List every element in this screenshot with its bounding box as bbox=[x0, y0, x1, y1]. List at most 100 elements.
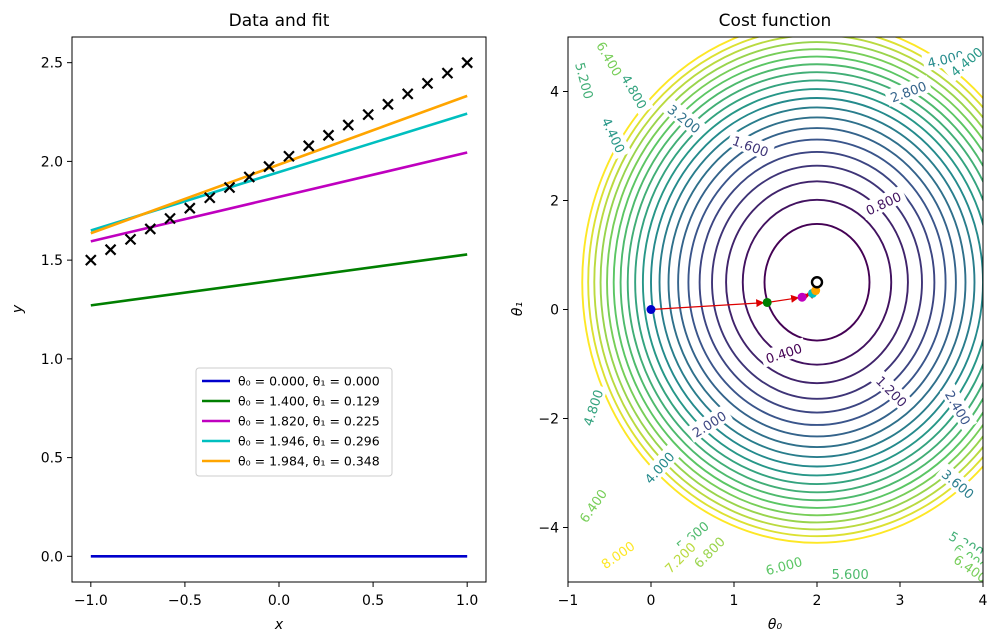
legend-box bbox=[195, 367, 393, 477]
data-point bbox=[322, 129, 335, 142]
data-point bbox=[283, 150, 295, 163]
contour-label-bg bbox=[570, 56, 600, 105]
contour-label-bg bbox=[657, 535, 702, 580]
data-point bbox=[184, 202, 196, 214]
contour-level bbox=[711, 164, 923, 400]
contour-level bbox=[599, 41, 983, 524]
contour-label-bg bbox=[594, 534, 642, 575]
contour-level bbox=[741, 198, 893, 366]
contour-label: 5.200 bbox=[570, 56, 600, 105]
data-point bbox=[362, 108, 374, 121]
contour-label: 6.000 bbox=[759, 551, 808, 580]
contour-label-bg bbox=[572, 481, 613, 529]
x-tick-label: 2 bbox=[813, 593, 822, 609]
y-tick-label: 2.0 bbox=[41, 154, 63, 170]
descent-point bbox=[762, 297, 772, 307]
data-point bbox=[302, 140, 315, 152]
data-point bbox=[461, 56, 473, 69]
x-tick-label: 0.5 bbox=[362, 593, 384, 609]
contour-label-bg bbox=[637, 444, 681, 490]
contour-level bbox=[698, 151, 936, 414]
x-tick-label: −1.0 bbox=[74, 593, 108, 609]
contour-level bbox=[667, 116, 967, 448]
contour-label-bg bbox=[939, 383, 978, 432]
minimum-marker bbox=[810, 276, 824, 289]
contour-label: 4.400 bbox=[596, 110, 632, 160]
contour-level bbox=[581, 37, 983, 544]
contour-level bbox=[658, 106, 976, 458]
x-tick-label: 0.0 bbox=[268, 593, 290, 609]
data-point bbox=[421, 77, 434, 90]
contour-level bbox=[619, 63, 983, 502]
fit-lines bbox=[90, 94, 468, 558]
contour-label: 6.400 bbox=[572, 481, 613, 529]
x-tick-label: 0 bbox=[647, 593, 656, 609]
x-tick-label: −0.5 bbox=[168, 593, 202, 609]
contour-label-bg bbox=[858, 185, 908, 221]
data-point bbox=[203, 191, 216, 204]
contour-level bbox=[650, 97, 983, 468]
data-point bbox=[243, 171, 256, 183]
contour-level bbox=[677, 127, 957, 438]
data-point bbox=[382, 98, 394, 111]
data-point bbox=[223, 181, 236, 194]
right-x-axis-label: θ₀ bbox=[768, 617, 783, 633]
contour-label-bg bbox=[759, 337, 808, 368]
contour-label: 1.200 bbox=[869, 368, 915, 413]
descent-arrow bbox=[767, 294, 800, 304]
contour-label-bg bbox=[935, 462, 982, 505]
y-tick-label: 2 bbox=[550, 194, 559, 210]
y-tick-label: 0 bbox=[550, 303, 559, 319]
data-point bbox=[124, 233, 137, 246]
legend: θ₀ = 0.000, θ₁ = 0.000 θ₀ = 1.400, θ₁ = 0… bbox=[195, 367, 393, 477]
contour-label-bg bbox=[726, 129, 776, 162]
data-point bbox=[144, 223, 157, 235]
left-chart-title: Data and fit bbox=[229, 11, 330, 31]
fit-line-4 bbox=[90, 94, 468, 235]
contour-label-bg bbox=[616, 67, 654, 116]
contour-label-bg bbox=[685, 404, 733, 443]
y-tick-label: 1.0 bbox=[41, 352, 63, 368]
gradient-descent-path bbox=[646, 276, 824, 314]
left-y-ticks: 0.0 0.5 1.0 1.5 2.0 2.5 bbox=[41, 56, 72, 565]
contour-level bbox=[763, 223, 871, 342]
legend-entry-0: θ₀ = 0.000, θ₁ = 0.000 bbox=[238, 374, 380, 389]
descent-arrow bbox=[650, 299, 765, 311]
contour-label-text: 5.200 bbox=[571, 61, 595, 101]
contour-label: 4.800 bbox=[577, 383, 608, 432]
data-points bbox=[85, 56, 473, 266]
data-point bbox=[342, 119, 355, 131]
contour-level bbox=[687, 138, 947, 426]
descent-point bbox=[797, 292, 807, 302]
contour-level bbox=[606, 48, 983, 517]
legend-entry-3: θ₀ = 1.946, θ₁ = 0.296 bbox=[238, 434, 380, 449]
contour-label-bg bbox=[883, 75, 933, 107]
legend-entry-4: θ₀ = 1.984, θ₁ = 0.348 bbox=[238, 454, 380, 469]
contour-level bbox=[593, 37, 983, 531]
data-point bbox=[85, 254, 97, 266]
left-y-axis-label: y bbox=[10, 304, 26, 314]
y-tick-label: 2.5 bbox=[41, 56, 63, 72]
contour-label: 3.600 bbox=[935, 462, 982, 505]
contour-label-text: 6.000 bbox=[764, 555, 804, 579]
cost-contours bbox=[581, 37, 983, 544]
data-and-fit-panel: Data and fit −1.0 −0.5 0.0 0.5 1.0 0.0 0.5 1.0… bbox=[10, 11, 487, 633]
right-chart-title: Cost function bbox=[719, 11, 832, 31]
data-point bbox=[104, 243, 117, 256]
contour-label-bg bbox=[869, 368, 915, 413]
contour-label: 6.400 bbox=[591, 37, 629, 83]
legend-entry-2: θ₀ = 1.820, θ₁ = 0.225 bbox=[238, 414, 380, 429]
y-tick-label: 0.0 bbox=[41, 549, 63, 565]
legend-entry-1: θ₀ = 1.400, θ₁ = 0.129 bbox=[238, 394, 380, 409]
data-point bbox=[164, 212, 176, 225]
contour-label: 8.000 bbox=[594, 534, 642, 575]
x-tick-label: −1 bbox=[558, 593, 579, 609]
fit-line-1 bbox=[90, 253, 468, 307]
right-x-ticks: −1 0 1 2 3 4 bbox=[558, 582, 988, 609]
contour-level bbox=[725, 180, 909, 385]
contour-label: 5.600 bbox=[827, 564, 873, 582]
x-tick-label: 4 bbox=[979, 593, 988, 609]
x-tick-label: 1 bbox=[730, 593, 739, 609]
x-tick-label: 3 bbox=[896, 593, 905, 609]
